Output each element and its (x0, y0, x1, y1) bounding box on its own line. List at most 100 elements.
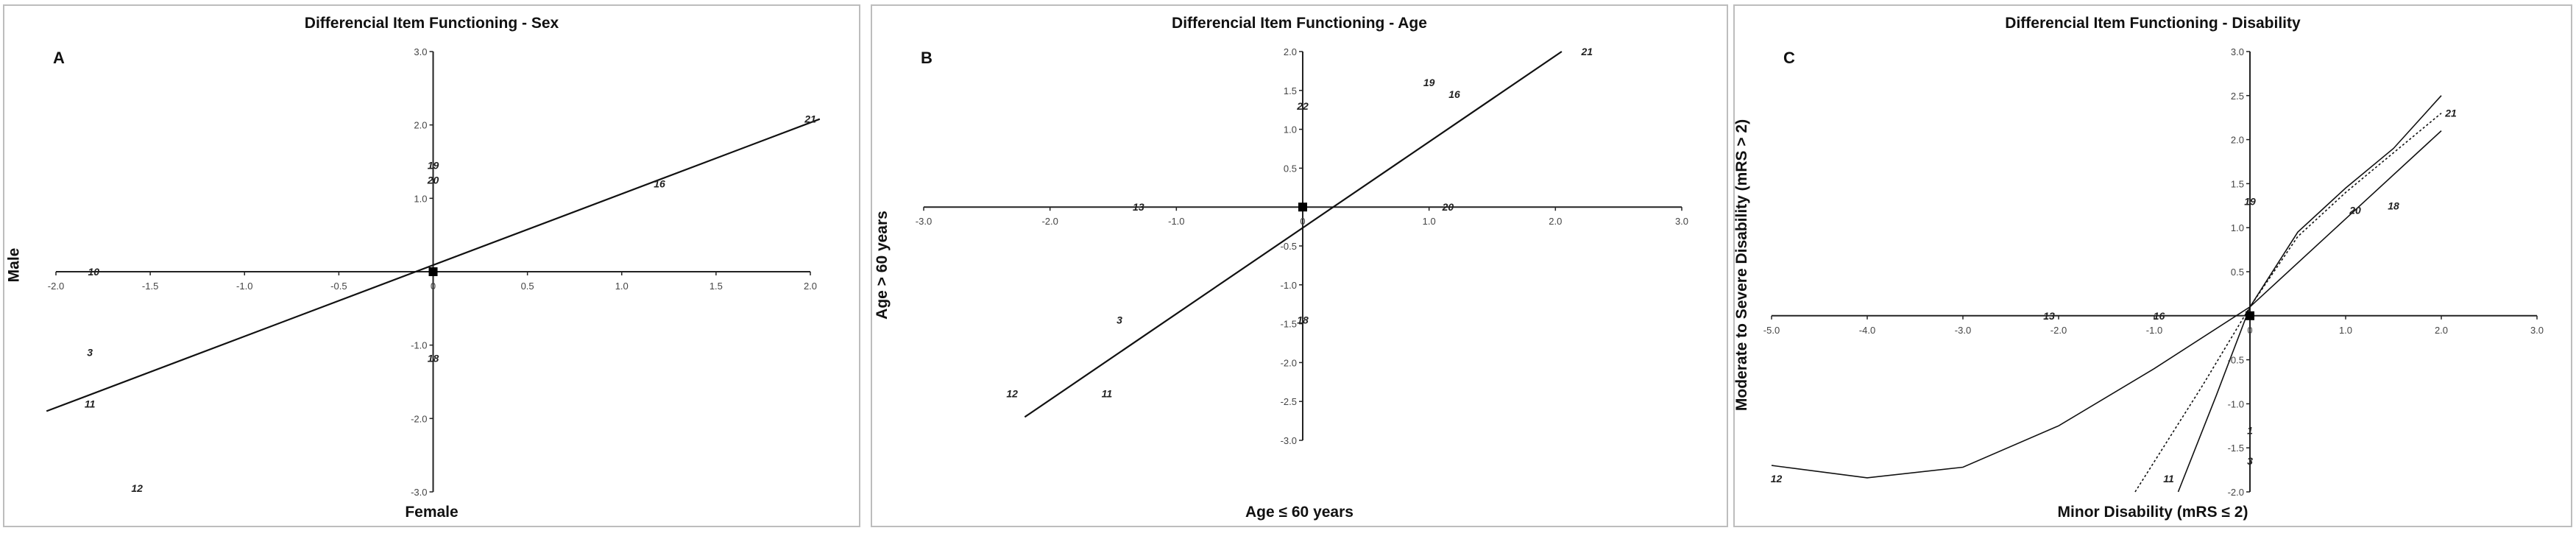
data-point-label: 3 (87, 347, 93, 359)
data-point-label: 19 (428, 159, 439, 171)
x-tick-label: 3.0 (2530, 325, 2544, 336)
chart-c-xlabel: Minor Disability (mRS ≤ 2) (2057, 504, 2248, 521)
data-point-label: 21 (1580, 46, 1593, 57)
x-tick-label: 0.5 (521, 281, 534, 292)
y-tick-label: 1.0 (1284, 124, 1297, 135)
data-point-label: 11 (2163, 473, 2174, 485)
data-point-label: 3 (2247, 455, 2253, 467)
y-tick-label: -2.0 (1281, 357, 1297, 368)
y-tick-label: 2.0 (1284, 46, 1297, 57)
data-point-label: 3 (1117, 314, 1122, 325)
x-tick-label: 2.0 (1549, 216, 1562, 227)
chart-b-ylabel: Age > 60 years (873, 211, 891, 320)
y-tick-label: -3.0 (411, 487, 427, 498)
chart-a-title: Differencial Item Functioning - Sex (304, 15, 559, 32)
y-tick-label: -0.5 (2228, 355, 2244, 366)
x-tick-label: 2.0 (2435, 325, 2448, 336)
data-point-label: 20 (2349, 204, 2361, 216)
data-point-label: 18 (1297, 314, 1309, 325)
y-tick-label: -1.5 (2228, 443, 2244, 454)
x-tick-label: -0.5 (330, 281, 347, 292)
origin-marker (428, 267, 438, 276)
y-tick-label: -1.0 (1281, 280, 1297, 291)
x-tick-label: -4.0 (1859, 325, 1875, 336)
y-tick-label: -1.0 (2228, 398, 2244, 409)
chart-b-letter: B (921, 49, 933, 67)
data-point-label: 10 (88, 266, 99, 278)
chart-c-plot: -5.0 -4.0 -3.0 -2.0 -1.0 0 1.0 2.0 3.0 3.0 2.5 2.0 1… (1763, 46, 2544, 498)
x-tick-label: -1.0 (236, 281, 252, 292)
data-point-label: 12 (1771, 473, 1783, 485)
chart-a-ylabel: Male (5, 247, 23, 283)
reference-curve (1771, 130, 2442, 479)
y-tick-label: 1.5 (2231, 178, 2244, 189)
y-tick-label: 1.5 (1284, 85, 1297, 96)
chart-c-title: Differencial Item Functioning - Disabili… (2005, 15, 2301, 32)
data-point-label: 20 (427, 174, 439, 186)
data-point-label: 19 (2244, 195, 2256, 207)
y-tick-label: -2.0 (411, 413, 427, 424)
data-point-label: 19 (1423, 77, 1435, 88)
panel-b: -3.0 -2.0 -1.0 0 1.0 2.0 3.0 2.0 1.5 1.0 0.5 -0.5 -1… (871, 4, 1728, 527)
y-tick-label: 2.0 (2231, 135, 2244, 146)
y-tick-label: -3.0 (1281, 435, 1297, 446)
y-tick-label: 1.0 (414, 193, 427, 204)
data-point-label: 13 (1133, 201, 1144, 213)
y-tick-label: -1.5 (1281, 319, 1297, 330)
x-tick-label: 0 (1300, 216, 1305, 227)
y-tick-label: 0.5 (1284, 163, 1297, 174)
chart-b-xlabel: Age ≤ 60 years (1245, 504, 1354, 521)
chart-a-letter: A (53, 49, 65, 67)
x-tick-label: -5.0 (1763, 325, 1780, 336)
data-point-label: 16 (2154, 310, 2165, 322)
y-tick-label: 2.5 (2231, 91, 2244, 102)
data-point-label: 11 (1102, 388, 1113, 400)
y-tick-label: -2.5 (1281, 396, 1297, 407)
chart-c-ylabel: Moderate to Severe Disability (mRS > 2) (1733, 119, 1751, 412)
x-tick-label: -1.0 (2146, 325, 2162, 336)
x-tick-label: 3.0 (1675, 216, 1688, 227)
data-point-label: 16 (1448, 88, 1460, 100)
data-point-label: 1 (2247, 424, 2253, 436)
x-tick-label: 2.0 (804, 281, 817, 292)
y-tick-label: 1.0 (2231, 222, 2244, 233)
x-tick-label: -3.0 (916, 216, 932, 227)
x-tick-label: 1.0 (2339, 325, 2352, 336)
data-point-label: 12 (1006, 388, 1018, 400)
x-tick-label: 0 (431, 281, 436, 292)
data-point-label: 11 (85, 398, 96, 409)
data-point-label: 20 (1442, 201, 1454, 213)
x-tick-label: -1.5 (142, 281, 158, 292)
y-tick-label: -2.0 (2228, 487, 2244, 498)
x-tick-label: 0 (2247, 325, 2252, 336)
origin-marker (1298, 202, 1307, 212)
x-tick-label: -1.0 (1168, 216, 1184, 227)
x-tick-label: 1.5 (710, 281, 723, 292)
x-tick-label: -2.0 (1041, 216, 1058, 227)
data-point-label: 21 (804, 113, 816, 125)
reference-line (1024, 51, 1563, 418)
chart-a-xlabel: Female (405, 504, 459, 521)
origin-marker (2246, 311, 2254, 320)
data-point-label: 12 (131, 482, 143, 494)
data-point-label: 18 (428, 353, 439, 364)
chart-b-plot: -3.0 -2.0 -1.0 0 1.0 2.0 3.0 2.0 1.5 1.0 0.5 -0.5 -1… (916, 46, 1688, 446)
data-point-label: 18 (2388, 200, 2399, 211)
x-tick-label: -2.0 (48, 281, 64, 292)
chart-c-letter: C (1783, 49, 1795, 67)
y-tick-label: -0.5 (1281, 241, 1297, 252)
panel-c: -5.0 -4.0 -3.0 -2.0 -1.0 0 1.0 2.0 3.0 3.0 2.5 2.0 1… (1733, 4, 2572, 527)
y-tick-label: 3.0 (414, 46, 427, 57)
y-tick-label: 3.0 (2231, 46, 2244, 57)
x-tick-label: 1.0 (615, 281, 629, 292)
reference-curve (2177, 95, 2442, 493)
chart-a-plot: -2.0 -1.5 -1.0 -0.5 0 0.5 1.0 1.5 2.0 3.0 2.0 1.0 -1… (46, 46, 821, 498)
x-tick-label: -3.0 (1955, 325, 1971, 336)
reference-line (46, 118, 821, 412)
x-tick-label: -2.0 (2050, 325, 2067, 336)
data-point-label: 16 (654, 177, 665, 189)
y-tick-label: -1.0 (411, 340, 427, 351)
y-tick-label: 2.0 (414, 120, 427, 131)
data-point-label: 21 (2444, 108, 2457, 119)
data-point-label: 22 (1296, 100, 1309, 112)
